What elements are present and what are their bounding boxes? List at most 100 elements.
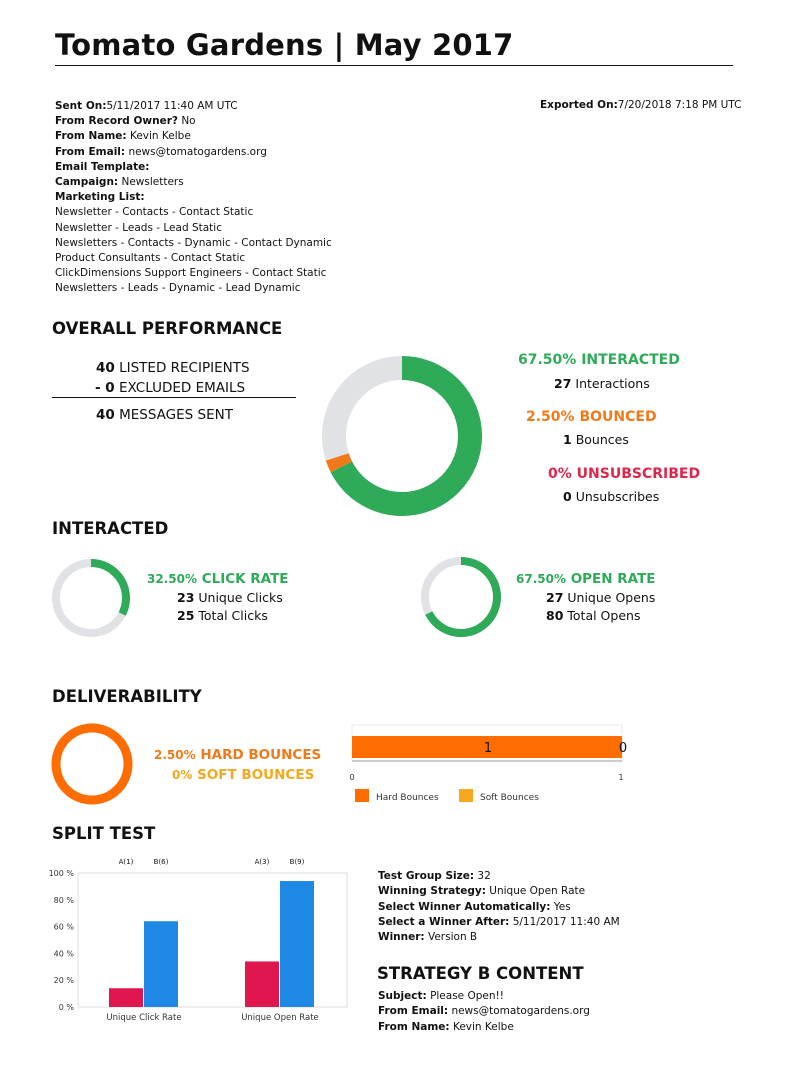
exported-on: Exported On:7/20/2018 7:18 PM UTC [540, 99, 741, 111]
from-name-value: Kevin Kelbe [129, 130, 191, 143]
bounces-stat: 1 Bounces [563, 432, 629, 447]
click-donut-fill [52, 559, 130, 637]
messages-sent: 40 MESSAGES SENT [96, 407, 233, 423]
total-opens-num: 80 [546, 608, 564, 623]
marketing-list-item: Newsletter - Leads - Lead Static [55, 221, 222, 234]
winner-value: Version B [427, 931, 478, 944]
split-x-tick: Unique Click Rate [106, 1013, 181, 1023]
campaign-value: Newsletters [121, 176, 184, 189]
template-label: Email Template: [55, 160, 150, 173]
owner-label: From Record Owner? [55, 115, 178, 128]
split-y-tick: 20 % [54, 976, 75, 985]
strategy-b-content: Subject: Please Open!! From Email: news@… [378, 989, 590, 1035]
b-from-name-value: Kevin Kelbe [452, 1020, 514, 1033]
overall-donut-chart [322, 356, 482, 516]
bounced-stat: 2.50% BOUNCED [526, 409, 657, 425]
sent-on-row: Sent On:5/11/2017 11:40 AM UTC [55, 99, 332, 114]
template-row: Email Template: [55, 160, 332, 175]
strategy-b-heading: STRATEGY B CONTENT [377, 964, 584, 983]
interactions-label: Interactions [575, 376, 650, 391]
bounced-label: BOUNCED [579, 409, 657, 425]
split-bar-b [280, 881, 314, 1007]
excluded-num: - 0 [95, 380, 115, 396]
auto-label: Select Winner Automatically: [378, 900, 551, 913]
bounce-x-tick: 0 [349, 773, 354, 782]
marketing-list-label: Marketing List: [55, 191, 145, 204]
marketing-list-item: Newsletter - Contacts - Contact Static [55, 206, 254, 219]
split-y-tick: 80 % [54, 896, 75, 905]
split-top-label: B(9) [290, 858, 305, 866]
unsub-pct: 0% [548, 466, 572, 482]
legend-label-soft: Soft Bounces [480, 793, 539, 803]
auto-value: Yes [553, 900, 571, 913]
open-rate-stat: 67.50% OPEN RATE [516, 571, 656, 587]
winner-label: Winner: [378, 931, 425, 944]
bounces-num: 1 [563, 432, 572, 447]
unique-clicks-label: Unique Clicks [198, 590, 283, 605]
campaign-label: Campaign: [55, 176, 119, 189]
split-test-chart: 100 % 80 % 60 % 40 % 20 % 0 % A(1) B(6) Unique C… [49, 858, 348, 1023]
interacted-label: INTERACTED [581, 352, 680, 368]
bounce-bar-hard [352, 736, 622, 758]
overall-donut-interacted [322, 356, 482, 516]
hard-bounces-stat: 2.50% HARD BOUNCES [154, 747, 321, 763]
sent-on-value: 5/11/2017 11:40 AM UTC [106, 100, 238, 112]
hard-label: HARD BOUNCES [200, 747, 322, 763]
legend-swatch-hard [355, 789, 369, 802]
subject-row: Subject: Please Open!! [378, 989, 590, 1004]
unsubs-label: Unsubscribes [575, 489, 660, 504]
click-label: CLICK RATE [201, 571, 289, 587]
title-divider [55, 65, 733, 66]
listed-recipients: 40 LISTED RECIPIENTS [96, 360, 250, 376]
split-top-label: A(1) [119, 858, 134, 866]
subject-label: Subject: [378, 990, 427, 1002]
open-label: OPEN RATE [570, 571, 656, 587]
b-from-email-label: From Email: [378, 1005, 449, 1018]
unique-opens-num: 27 [546, 590, 564, 605]
subject-value: Please Open!! [430, 990, 504, 1002]
click-pct: 32.50% [147, 572, 197, 586]
split-test-details: Test Group Size: 32 Winning Strategy: Un… [378, 869, 620, 945]
bounce-x-tick: 1 [618, 773, 623, 782]
marketing-list-item: ClickDimensions Support Engineers - Cont… [55, 267, 327, 280]
b-from-name-row: From Name: Kevin Kelbe [378, 1020, 590, 1035]
interacted-heading: INTERACTED [52, 519, 169, 538]
bounces-label: Bounces [575, 432, 629, 447]
exported-value: 7/20/2018 7:18 PM UTC [617, 99, 742, 111]
strategy-row: Winning Strategy: Unique Open Rate [378, 884, 620, 899]
b-from-name-label: From Name: [378, 1020, 450, 1033]
excluded-emails: - 0 EXCLUDED EMAILS [95, 380, 245, 396]
overall-performance-heading: OVERALL PERFORMANCE [52, 319, 283, 338]
split-bar-a [245, 961, 279, 1007]
owner-value: No [181, 115, 196, 128]
from-email-value: news@tomatogardens.org [128, 145, 267, 158]
bounce-bar-chart: 1 0 0 1 Hard Bounces Soft Bounces [349, 724, 627, 803]
split-y-tick: 60 % [54, 923, 75, 932]
report-title: Tomato Gardens | May 2017 [55, 28, 514, 62]
split-bar-a [109, 988, 143, 1007]
after-label: Select a Winner After: [378, 915, 510, 928]
total-clicks-stat: 25 Total Clicks [177, 608, 268, 623]
bounce-data-label-soft: 0 [619, 741, 627, 756]
total-clicks-num: 25 [177, 608, 195, 623]
soft-label: SOFT BOUNCES [197, 767, 315, 783]
sum-divider [52, 397, 296, 398]
hard-pct: 2.50% [154, 748, 196, 762]
group-size-label: Test Group Size: [378, 870, 475, 882]
strategy-value: Unique Open Rate [489, 885, 586, 898]
from-name-row: From Name: Kevin Kelbe [55, 129, 332, 144]
split-test-heading: SPLIT TEST [52, 824, 156, 843]
from-email-label: From Email: [55, 145, 126, 158]
split-y-tick: 0 % [59, 1003, 75, 1012]
interacted-stat: 67.50% INTERACTED [518, 352, 680, 368]
sent-on-label: Sent On: [55, 100, 107, 112]
unique-clicks-num: 23 [177, 590, 195, 605]
bounce-data-label-hard: 1 [484, 741, 492, 756]
email-metadata: Sent On:5/11/2017 11:40 AM UTC From Reco… [55, 99, 332, 297]
winner-row: Winner: Version B [378, 930, 620, 945]
click-rate-donut [52, 559, 130, 637]
listed-label: LISTED RECIPIENTS [119, 360, 250, 376]
group-size-row: Test Group Size: 32 [378, 869, 620, 884]
split-y-tick: 40 % [54, 949, 75, 958]
interactions-num: 27 [554, 376, 572, 391]
